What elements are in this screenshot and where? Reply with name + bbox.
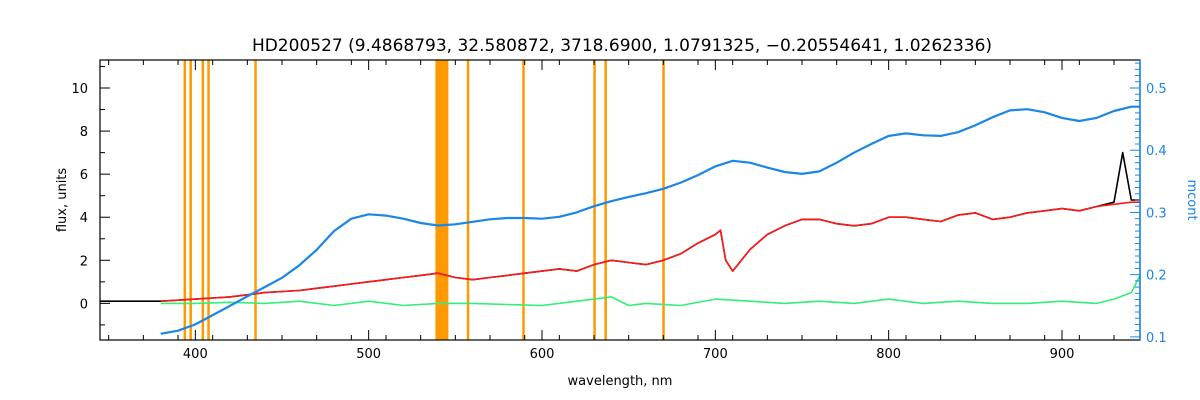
x-axis-label: wavelength, nm (568, 374, 673, 389)
masked-region (201, 60, 205, 340)
x-tick-label: 800 (876, 347, 901, 362)
right-tick-label: 0.3 (1146, 206, 1167, 221)
masked-region (522, 60, 525, 340)
masked-region (466, 60, 470, 340)
masked-region (254, 60, 257, 340)
y-tick-label: 0 (80, 297, 88, 312)
series-line-model (160, 201, 1140, 302)
right-tick-label: 0.5 (1146, 82, 1167, 97)
x-tick-label: 500 (356, 347, 381, 362)
masked-region (435, 60, 449, 340)
masked-regions (183, 60, 665, 340)
y-axis-label: flux, units (55, 168, 70, 233)
masked-region (183, 60, 187, 340)
right-axis-label: mcont (1184, 179, 1199, 220)
y-tick-label: 10 (71, 82, 88, 97)
y-tick-label: 6 (80, 168, 88, 183)
series-line-residual (160, 275, 1141, 307)
masked-region (189, 60, 192, 340)
chart-title: HD200527 (9.4868793, 32.580872, 3718.690… (252, 36, 992, 56)
masked-region (207, 60, 210, 340)
right-tick-label: 0.2 (1146, 269, 1167, 284)
masked-region (593, 60, 596, 340)
series-group (100, 105, 1141, 335)
x-tick-label: 400 (183, 347, 208, 362)
x-tick-label: 600 (530, 347, 555, 362)
right-tick-label: 0.1 (1146, 331, 1167, 346)
y-tick-label: 4 (80, 211, 88, 226)
axes-group: 400 500 600 700 800 900 0 2 4 6 8 10 0.1 0.2 0.3 0.4 0.5 (71, 60, 1167, 362)
series-line-mcont (160, 105, 1140, 335)
x-tick-label: 900 (1050, 347, 1075, 362)
masked-region (604, 60, 607, 340)
y-tick-label: 2 (80, 254, 88, 269)
x-tick-label: 700 (703, 347, 728, 362)
right-tick-label: 0.4 (1146, 144, 1167, 159)
y-tick-label: 8 (80, 125, 88, 140)
masked-region (662, 60, 665, 340)
